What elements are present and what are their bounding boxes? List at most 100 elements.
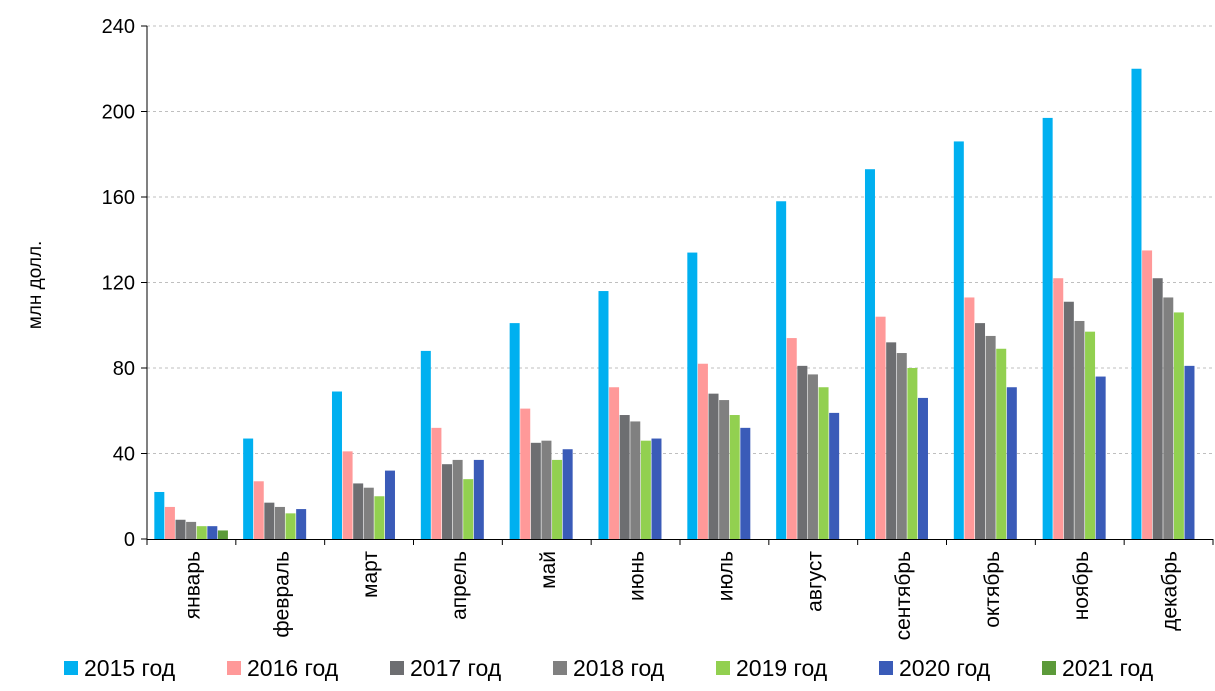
x-category-label: июнь — [626, 551, 649, 601]
bar-2016-год-апрель — [431, 427, 442, 539]
bar-2019-год-март — [374, 496, 385, 539]
bar-2017-год-июнь — [619, 415, 630, 539]
legend-label: 2019 год — [736, 655, 828, 681]
bar-2018-год-февраль — [274, 506, 285, 539]
x-category-label: апрель — [448, 551, 471, 620]
bar-2017-год-март — [353, 483, 364, 539]
bar-2019-год-сентябрь — [907, 368, 918, 539]
x-category-label: ноябрь — [1070, 551, 1093, 620]
bar-2016-год-июнь — [609, 387, 620, 539]
y-tick-labels: 0 40 80 120 160 200 240 — [102, 16, 135, 551]
x-category-label: февраль — [270, 551, 293, 638]
bar-2015-год-август — [776, 201, 787, 539]
legend-label: 2017 год — [410, 655, 502, 681]
bar-2018-год-август — [807, 374, 818, 539]
bar-2016-год-май — [520, 408, 531, 539]
bar-2018-год-январь — [186, 521, 197, 539]
bar-2015-год-март — [331, 391, 342, 539]
y-tick-label: 40 — [113, 444, 135, 466]
bar-2015-год-декабрь — [1131, 68, 1142, 539]
bar-2015-год-февраль — [243, 438, 254, 539]
bar-2017-год-декабрь — [1152, 278, 1163, 539]
bar-2019-год-июль — [729, 415, 740, 539]
bar-2018-год-июль — [719, 400, 730, 539]
bar-2020-год-октябрь — [1006, 387, 1017, 539]
bar-2016-год-март — [342, 451, 353, 539]
legend-swatch — [879, 661, 893, 675]
bar-2017-год-июль — [708, 393, 719, 539]
bar-2016-год-сентябрь — [875, 316, 886, 539]
x-category-labels: январь февраль март апрель май июнь июль август… — [181, 551, 1181, 641]
legend-label: 2020 год — [899, 655, 991, 681]
bar-2016-год-январь — [164, 506, 175, 539]
legend-swatch — [1042, 661, 1056, 675]
legend-label: 2016 год — [247, 655, 339, 681]
gridlines — [141, 25, 1213, 540]
bar-2017-год-февраль — [264, 502, 275, 539]
bar-2015-год-июль — [687, 252, 698, 539]
bar-2017-год-ноябрь — [1063, 301, 1074, 539]
bar-2018-год-март — [363, 487, 374, 539]
bar-2020-год-июль — [740, 427, 751, 539]
bar-2019-год-май — [552, 459, 563, 539]
bar-2020-год-апрель — [473, 459, 484, 539]
bar-2019-год-июнь — [640, 440, 651, 539]
legend: 2015 год 2016 год 2017 год 2018 год 2019 год… — [64, 655, 1154, 681]
bar-2016-год-февраль — [253, 481, 264, 539]
bar-2016-год-август — [786, 338, 797, 539]
legend-swatch — [227, 661, 241, 675]
x-category-label: май — [537, 551, 560, 589]
bar-2019-год-октябрь — [996, 348, 1007, 539]
bar-2015-год-ноябрь — [1042, 117, 1053, 539]
y-tick-label: 240 — [102, 16, 135, 38]
legend-swatch — [553, 661, 567, 675]
bar-2020-год-декабрь — [1184, 365, 1195, 539]
bar-2017-год-октябрь — [975, 323, 986, 539]
y-tick-label: 160 — [102, 187, 135, 209]
bar-2017-год-май — [530, 442, 541, 539]
bar-2018-год-декабрь — [1163, 297, 1174, 539]
x-category-label: август — [803, 551, 826, 612]
bar-2017-год-август — [797, 365, 808, 539]
bar-2020-год-февраль — [296, 509, 307, 539]
bar-2020-год-июнь — [651, 438, 662, 539]
axes — [146, 26, 1214, 545]
bar-2020-год-март — [384, 470, 395, 539]
bar-2018-год-сентябрь — [896, 353, 907, 539]
bar-2020-год-ноябрь — [1095, 376, 1106, 539]
bar-2019-год-январь — [196, 526, 207, 539]
bar-2015-год-октябрь — [953, 141, 964, 539]
bar-2015-год-июнь — [598, 291, 609, 539]
bar-2015-год-сентябрь — [864, 169, 875, 539]
bar-2021-год-январь — [217, 530, 228, 539]
bar-2015-год-январь — [154, 491, 165, 539]
bar-2020-год-сентябрь — [917, 397, 928, 539]
y-tick-label: 120 — [102, 273, 135, 295]
bar-2019-год-апрель — [463, 479, 474, 539]
legend-swatch — [716, 661, 730, 675]
bar-2017-год-сентябрь — [886, 342, 897, 539]
bar-2020-год-август — [829, 412, 840, 539]
legend-swatch — [390, 661, 404, 675]
x-category-label: октябрь — [981, 551, 1004, 628]
bar-2018-год-июнь — [630, 421, 641, 539]
bar-2019-год-декабрь — [1173, 312, 1184, 539]
x-category-label: июль — [714, 551, 737, 601]
x-category-label: декабрь — [1159, 551, 1182, 631]
legend-swatch — [64, 661, 78, 675]
bar-2018-год-апрель — [452, 459, 463, 539]
legend-label: 2018 год — [573, 655, 665, 681]
y-tick-label: 0 — [124, 529, 135, 551]
bar-2016-год-июль — [697, 363, 708, 539]
y-tick-label: 200 — [102, 102, 135, 124]
bar-2019-год-ноябрь — [1085, 331, 1096, 539]
x-category-label: январь — [181, 551, 204, 619]
bar-2015-год-май — [509, 323, 520, 539]
bar-2020-год-январь — [207, 526, 218, 539]
x-category-label: март — [359, 551, 382, 598]
y-axis-title: млн долл. — [25, 241, 46, 330]
bar-2016-год-декабрь — [1142, 250, 1153, 539]
legend-label: 2021 год — [1062, 655, 1154, 681]
bar-2016-год-ноябрь — [1053, 278, 1064, 539]
